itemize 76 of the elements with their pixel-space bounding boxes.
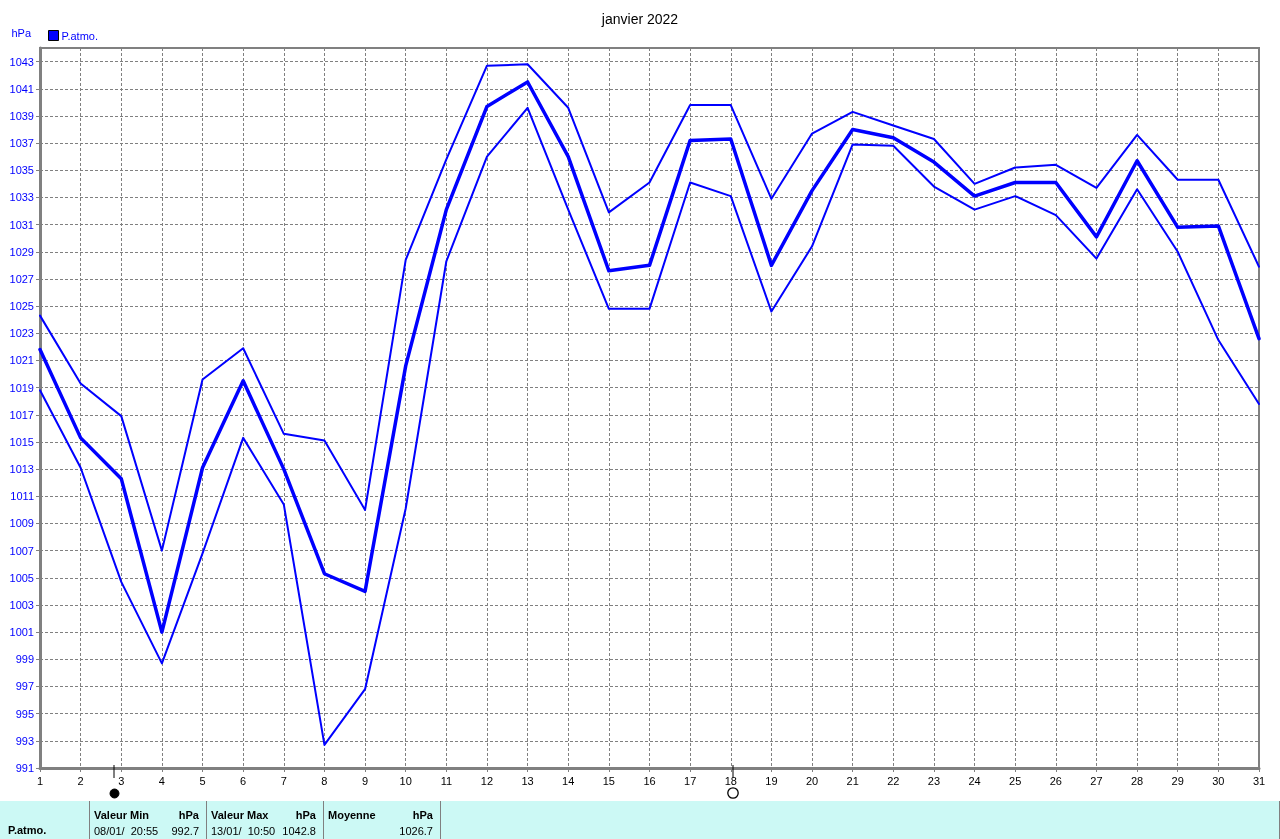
text: Moyenne: [328, 809, 376, 822]
x-tick-label: 20: [805, 774, 819, 787]
legend-label: P.atmo.: [61, 29, 98, 42]
y-tick-label: 1039: [9, 109, 34, 122]
y-tick-label: 993: [15, 734, 34, 747]
y-tick-label: 1005: [9, 571, 34, 584]
y-tick-label: 1031: [9, 218, 34, 231]
chart-title: janvier 2022: [600, 11, 679, 27]
y-tick-label: 1011: [10, 490, 34, 503]
y-tick-label: 1037: [9, 137, 34, 150]
x-tick-label: 29: [1171, 774, 1184, 787]
x-tick-label: 2: [77, 774, 84, 787]
y-tick-label: 1021: [9, 354, 34, 367]
x-tick-label: 21: [846, 774, 859, 787]
y-tick-label: 1001: [9, 626, 34, 639]
text: P.atmo.: [8, 824, 47, 837]
text: hPa: [412, 809, 433, 822]
y-axis-title: hPa: [11, 26, 32, 39]
y-tick-label: 1007: [9, 544, 34, 557]
y-tick-label: 1027: [9, 272, 34, 285]
x-tick-label: 13: [521, 774, 534, 787]
text: hPa: [295, 809, 316, 822]
x-tick-label: 9: [362, 774, 369, 787]
x-tick-label: 10: [399, 774, 412, 787]
x-tick-label: 3: [118, 774, 125, 787]
x-tick-label: 14: [562, 774, 575, 787]
line-series: [38, 80, 1261, 634]
text: 1042.8: [282, 825, 316, 838]
x-tick-label: 22: [887, 774, 900, 787]
x-tick-label: 11: [440, 774, 453, 787]
y-tick-label: 997: [15, 680, 34, 693]
y-tick-label: 1041: [9, 82, 34, 95]
y-tick-label: 1035: [9, 164, 34, 177]
x-tick-label: 15: [602, 774, 615, 787]
x-tick-label: 27: [1090, 774, 1103, 787]
x-tick-label: 19: [765, 774, 778, 787]
text: hPa: [178, 809, 199, 822]
y-tick-label: 1013: [9, 463, 34, 476]
x-tick-label: 17: [684, 774, 697, 787]
x-tick-label: 12: [480, 774, 494, 787]
text: 13/01/ 10:50: [211, 825, 276, 838]
line-series: [39, 106, 1260, 746]
x-tick-label: 23: [927, 774, 941, 787]
y-tick-label: 1019: [9, 381, 34, 394]
y-tick-label: 1025: [9, 300, 34, 313]
text: Valeur Max: [211, 809, 269, 822]
y-tick-label: 1017: [9, 408, 34, 421]
x-tick-label: 4: [158, 774, 165, 787]
y-tick-label: 999: [15, 653, 34, 666]
text: Valeur Min: [94, 809, 150, 822]
x-tick-label: 6: [240, 774, 247, 787]
line-series: [39, 63, 1260, 552]
x-tick-label: 5: [199, 774, 206, 787]
x-tick-label: 25: [1009, 774, 1022, 787]
x-tick-label: 1: [36, 774, 44, 787]
x-tick-label: 31: [1252, 774, 1266, 787]
x-tick-label: 26: [1049, 774, 1062, 787]
text: 08/01/ 20:55: [94, 825, 159, 838]
y-tick-label: 1043: [9, 55, 34, 68]
text: 992.7: [171, 825, 199, 838]
x-tick-label: 8: [321, 774, 328, 787]
y-tick-label: 995: [15, 707, 34, 720]
y-tick-label: 1033: [9, 191, 34, 204]
x-tick-label: 30: [1212, 774, 1225, 787]
y-tick-label: 1015: [9, 435, 34, 448]
y-tick-label: 1009: [9, 517, 34, 530]
y-tick-label: 991: [15, 762, 34, 774]
x-tick-label: 7: [280, 774, 287, 787]
y-tick-label: 1023: [9, 327, 34, 340]
x-tick-label: 18: [724, 774, 737, 787]
text: 1026.7: [399, 825, 433, 838]
x-tick-label: 16: [643, 774, 656, 787]
x-tick-label: 24: [968, 774, 981, 787]
y-tick-label: 1003: [9, 598, 34, 611]
y-tick-label: 1029: [9, 245, 34, 258]
x-tick-label: 28: [1130, 774, 1144, 787]
